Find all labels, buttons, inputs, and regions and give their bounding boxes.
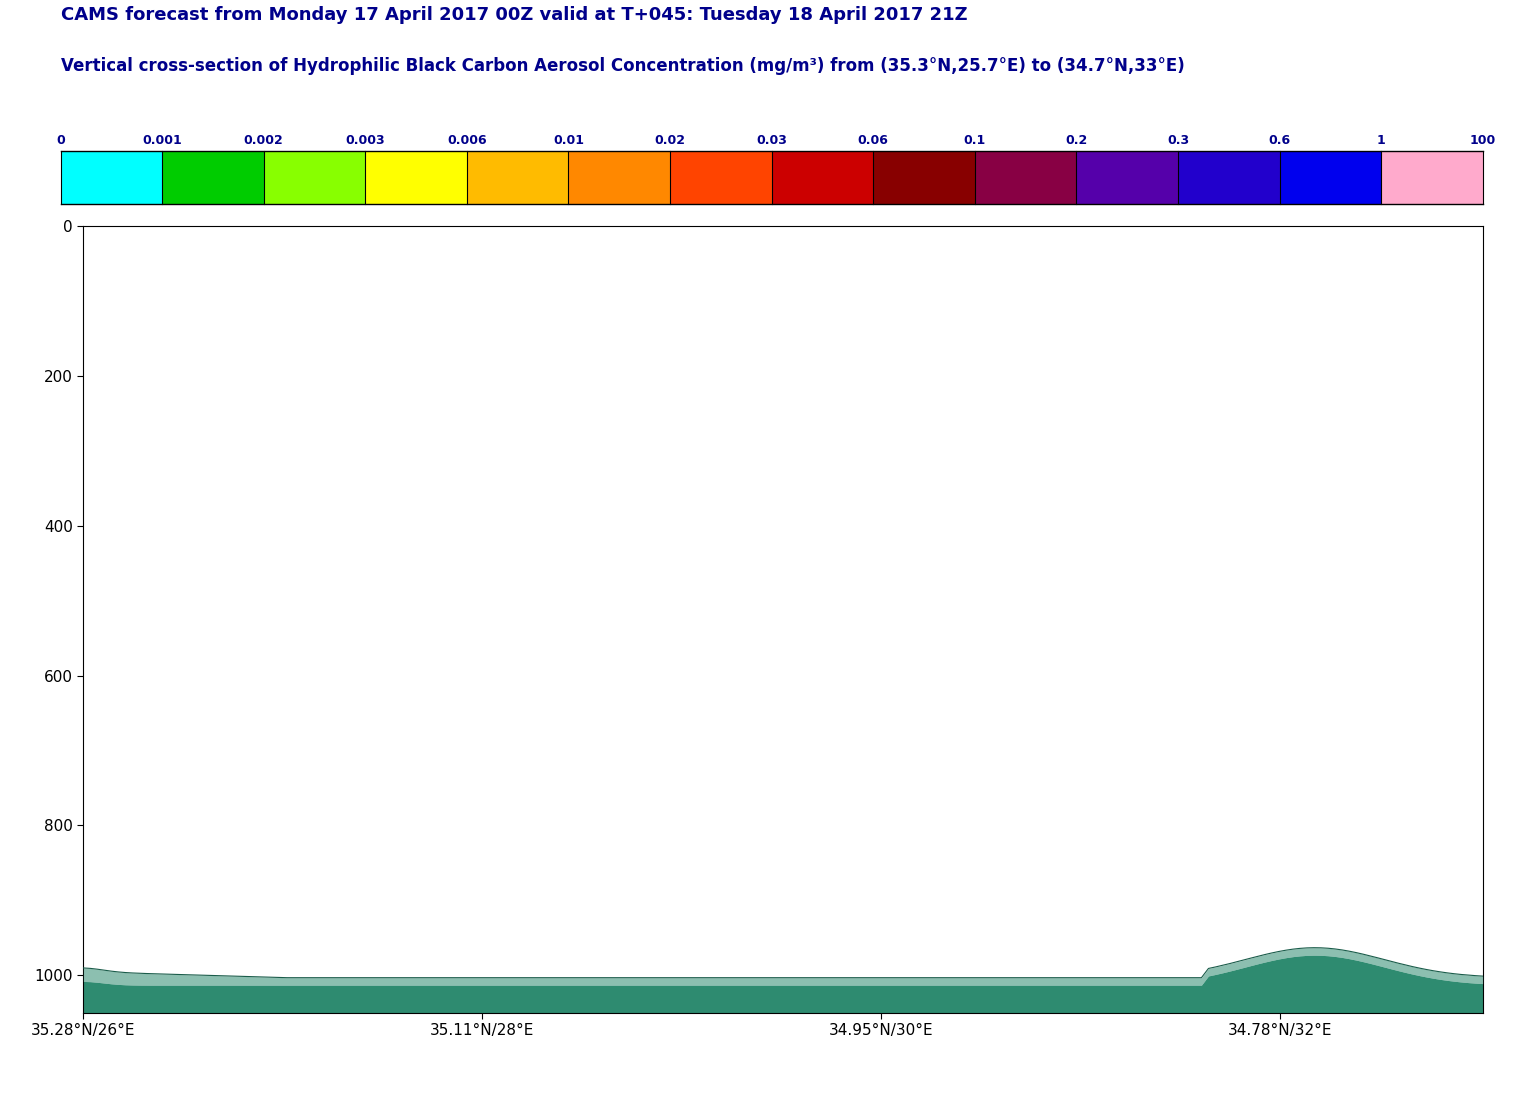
Bar [569, 151, 670, 204]
Text: 0.06: 0.06 [858, 133, 888, 146]
Text: 0.003: 0.003 [345, 133, 386, 146]
Bar [1076, 151, 1179, 204]
Bar [873, 151, 974, 204]
Bar [974, 151, 1076, 204]
Text: 0.02: 0.02 [655, 133, 685, 146]
Bar [162, 151, 263, 204]
Text: CAMS forecast from Monday 17 April 2017 00Z valid at T+045: Tuesday 18 April 201: CAMS forecast from Monday 17 April 2017 … [61, 6, 967, 23]
Bar [670, 151, 772, 204]
Text: 0.2: 0.2 [1065, 133, 1088, 146]
Bar [468, 151, 569, 204]
Bar [1179, 151, 1280, 204]
Text: Vertical cross-section of Hydrophilic Black Carbon Aerosol Concentration (mg/m³): Vertical cross-section of Hydrophilic Bl… [61, 57, 1185, 75]
Text: 0: 0 [56, 133, 65, 146]
Text: 0.1: 0.1 [964, 133, 986, 146]
Text: 0.6: 0.6 [1268, 133, 1291, 146]
Text: 0.01: 0.01 [552, 133, 584, 146]
Text: 0.001: 0.001 [142, 133, 182, 146]
Bar [772, 151, 873, 204]
Bar [1280, 151, 1381, 204]
Text: 0.3: 0.3 [1167, 133, 1189, 146]
Text: 1: 1 [1377, 133, 1386, 146]
Text: 0.002: 0.002 [244, 133, 283, 146]
Text: 100: 100 [1469, 133, 1496, 146]
Bar [61, 151, 162, 204]
Text: 0.006: 0.006 [446, 133, 487, 146]
Bar [1381, 151, 1483, 204]
Text: 0.03: 0.03 [756, 133, 787, 146]
Bar [365, 151, 468, 204]
Bar [263, 151, 365, 204]
